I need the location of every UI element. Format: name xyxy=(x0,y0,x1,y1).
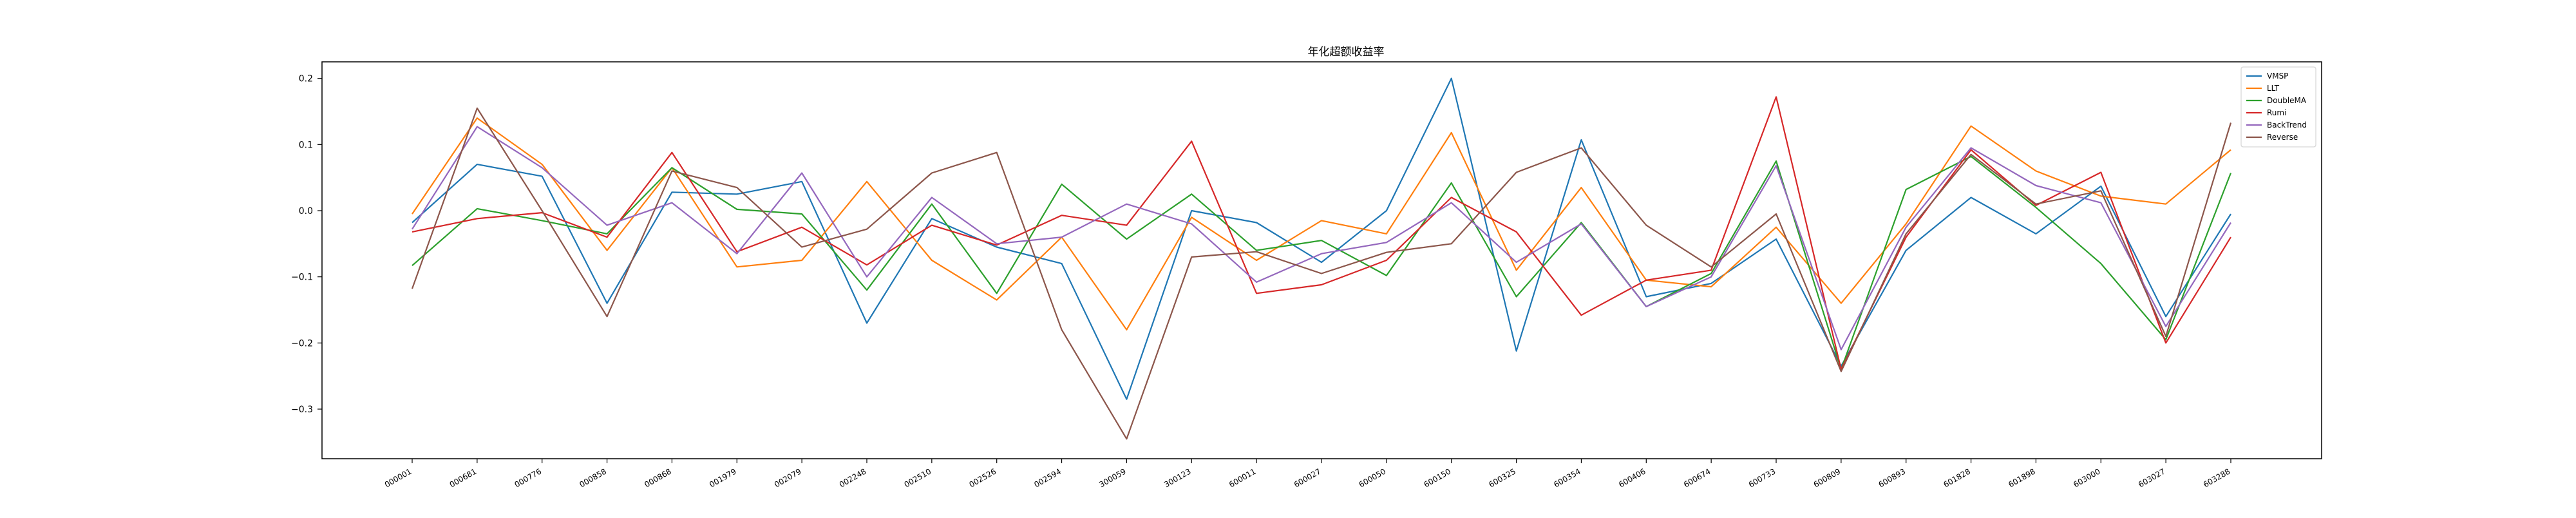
y-tick-label: 0.2 xyxy=(299,74,313,84)
legend-box xyxy=(2240,66,2316,148)
y-tick-label: −0.3 xyxy=(291,405,313,415)
chart-title: 年化超额收益率 xyxy=(1308,46,1385,59)
legend-label: Reverse xyxy=(2267,133,2298,142)
legend-label: VMSP xyxy=(2267,72,2288,81)
legend: VMSP LLT DoubleMA Rumi BackTrend Reverse xyxy=(2240,66,2316,148)
series-line-backtrend xyxy=(412,126,2231,350)
series-line-llt xyxy=(412,117,2231,331)
legend-label: BackTrend xyxy=(2267,120,2307,130)
legend-label: Rumi xyxy=(2267,108,2286,117)
series-line-vmsp xyxy=(412,77,2231,400)
y-tick-label: 0.0 xyxy=(299,206,313,216)
legend-label: LLT xyxy=(2267,84,2280,93)
series-line-doublema xyxy=(412,155,2232,370)
series-line-reverse xyxy=(411,107,2232,440)
y-tick-label: −0.1 xyxy=(291,273,313,283)
legend-label: DoubleMA xyxy=(2267,96,2307,105)
y-tick-label: 0.1 xyxy=(299,140,313,150)
y-tick-label: −0.2 xyxy=(291,338,313,349)
